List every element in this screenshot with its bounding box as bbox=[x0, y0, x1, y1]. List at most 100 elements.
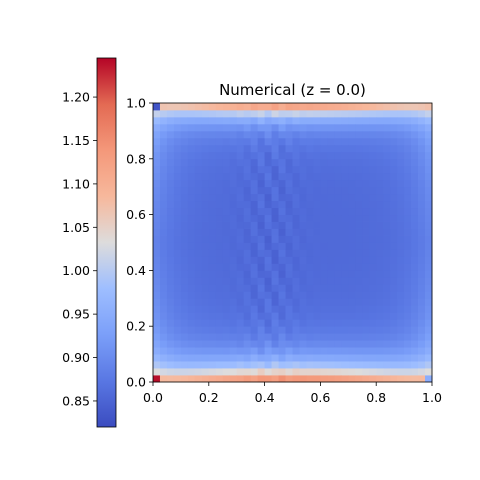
heatmap-cell bbox=[257, 249, 266, 257]
heatmap-cell bbox=[334, 263, 342, 271]
heatmap-cell bbox=[166, 284, 175, 292]
heatmap-cell bbox=[159, 193, 168, 202]
heatmap-cell bbox=[355, 165, 363, 174]
heatmap-cell bbox=[180, 179, 189, 188]
heatmap-cell bbox=[362, 361, 370, 369]
heatmap-cell bbox=[208, 270, 217, 278]
heatmap-cell bbox=[327, 207, 335, 216]
heatmap-cell bbox=[285, 333, 293, 341]
heatmap-cell bbox=[397, 284, 405, 292]
heatmap-cell bbox=[278, 123, 286, 132]
heatmap-cell bbox=[153, 151, 161, 160]
heatmap-cell bbox=[425, 123, 433, 132]
heatmap-cell bbox=[278, 333, 286, 341]
heatmap-cell bbox=[376, 263, 384, 271]
heatmap-cell bbox=[159, 123, 168, 132]
heatmap-cell bbox=[334, 354, 342, 362]
heatmap-cell bbox=[285, 277, 293, 285]
heatmap-cell bbox=[250, 137, 259, 146]
heatmap-cell bbox=[348, 333, 356, 341]
heatmap-cell bbox=[187, 347, 196, 355]
heatmap-cell bbox=[397, 326, 405, 334]
heatmap-cell bbox=[264, 361, 272, 369]
heatmap-cell bbox=[341, 235, 349, 243]
heatmap-cell bbox=[271, 361, 279, 369]
heatmap-cell bbox=[208, 165, 217, 174]
heatmap-cell bbox=[425, 347, 433, 355]
heatmap-cell bbox=[173, 193, 182, 202]
heatmap-cell bbox=[369, 179, 377, 188]
heatmap-cell bbox=[215, 200, 224, 209]
heatmap-cell bbox=[341, 151, 349, 160]
heatmap-cell bbox=[327, 165, 335, 174]
heatmap-cell bbox=[236, 298, 245, 306]
heatmap-cell bbox=[194, 284, 203, 292]
heatmap-cell bbox=[362, 172, 370, 181]
heatmap-cell bbox=[222, 340, 231, 348]
heatmap-cell bbox=[278, 361, 286, 369]
heatmap-cell bbox=[418, 312, 426, 320]
heatmap-cell bbox=[418, 319, 426, 327]
heatmap-cell bbox=[264, 228, 272, 236]
heatmap-cell bbox=[397, 179, 405, 188]
heatmap-cell bbox=[208, 291, 217, 299]
heatmap-cell bbox=[404, 144, 412, 153]
heatmap-cell bbox=[334, 333, 342, 341]
heatmap-cell bbox=[159, 340, 168, 348]
heatmap-cell bbox=[299, 235, 307, 243]
heatmap-cell bbox=[348, 158, 356, 167]
heatmap-cell bbox=[390, 242, 398, 250]
heatmap-cell bbox=[208, 123, 217, 132]
heatmap-cell bbox=[299, 361, 307, 369]
heatmap-cell bbox=[215, 319, 224, 327]
heatmap-cell bbox=[243, 277, 252, 285]
heatmap-cell bbox=[222, 291, 231, 299]
heatmap-cell bbox=[166, 158, 175, 167]
heatmap-cell bbox=[257, 368, 266, 376]
heatmap-cell bbox=[215, 242, 224, 250]
heatmap-cell bbox=[418, 228, 426, 236]
heatmap-cell bbox=[320, 305, 328, 313]
heatmap-cell bbox=[425, 284, 433, 292]
heatmap-cell bbox=[376, 333, 384, 341]
heatmap-cell bbox=[327, 116, 335, 125]
heatmap-cell bbox=[355, 123, 363, 132]
heatmap-cell bbox=[334, 242, 342, 250]
heatmap-cell bbox=[229, 228, 238, 236]
heatmap-cell bbox=[383, 270, 391, 278]
heatmap-cell bbox=[397, 312, 405, 320]
heatmap-cell bbox=[208, 333, 217, 341]
heatmap-cell bbox=[390, 221, 398, 229]
heatmap-cell bbox=[278, 305, 286, 313]
heatmap-cell bbox=[334, 305, 342, 313]
heatmap-cell bbox=[320, 186, 328, 195]
heatmap-cell bbox=[404, 221, 412, 229]
heatmap-cell bbox=[306, 158, 314, 167]
heatmap-cell bbox=[362, 298, 370, 306]
heatmap-cell bbox=[264, 375, 272, 383]
heatmap-cell bbox=[369, 207, 377, 216]
heatmap-cell bbox=[390, 298, 398, 306]
heatmap-cell bbox=[201, 354, 210, 362]
heatmap-cell bbox=[236, 291, 245, 299]
heatmap-cell bbox=[208, 368, 217, 376]
heatmap-cell bbox=[257, 298, 266, 306]
heatmap-cell bbox=[229, 249, 238, 257]
heatmap-cell bbox=[173, 130, 182, 139]
heatmap-cell bbox=[278, 228, 286, 236]
heatmap-cell bbox=[320, 158, 328, 167]
heatmap-cell bbox=[418, 172, 426, 181]
heatmap-cell bbox=[229, 221, 238, 229]
heatmap-cell bbox=[306, 221, 314, 229]
heatmap-cell bbox=[229, 270, 238, 278]
heatmap-cell bbox=[292, 347, 300, 355]
heatmap-cell bbox=[236, 361, 245, 369]
heatmap-cell bbox=[292, 242, 300, 250]
heatmap-cell bbox=[390, 235, 398, 243]
heatmap-cell bbox=[411, 263, 419, 271]
heatmap-cell bbox=[194, 291, 203, 299]
heatmap-cell bbox=[313, 312, 321, 320]
heatmap-cell bbox=[390, 333, 398, 341]
heatmap-cell bbox=[369, 319, 377, 327]
heatmap-cell bbox=[166, 326, 175, 334]
